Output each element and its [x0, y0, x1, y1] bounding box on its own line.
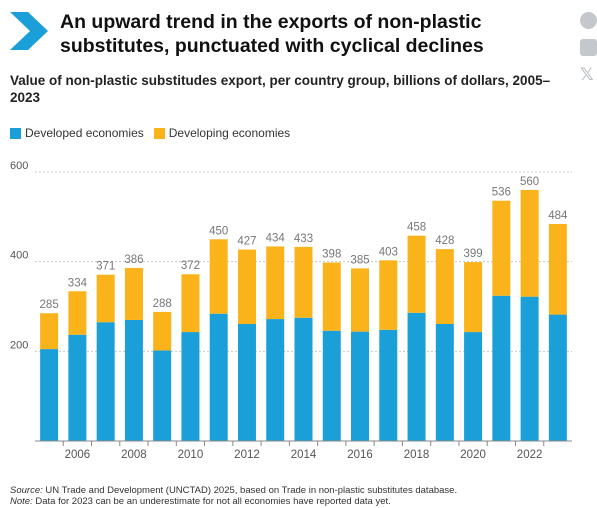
y-tick-label: 400 [10, 250, 28, 262]
bar-developing [237, 249, 256, 324]
bar-developing [548, 224, 567, 315]
bar-developing [40, 313, 59, 350]
bar-developing [209, 239, 228, 314]
bar-developing [351, 268, 370, 332]
bar-developed [548, 314, 567, 441]
bar-developed [492, 295, 511, 441]
x-icon[interactable]: 𝕏 [580, 65, 594, 84]
bar-developed [520, 296, 539, 441]
bar-developing [266, 246, 285, 320]
total-label: 371 [96, 261, 115, 273]
bar-developing [464, 262, 483, 333]
note-line: Note: Data for 2023 can be an underestim… [10, 496, 590, 507]
bar-developed [124, 319, 143, 441]
bar-developed [294, 317, 313, 441]
bar-developing [153, 311, 172, 351]
bar-developed [407, 312, 426, 441]
y-tick-label: 600 [10, 160, 28, 172]
x-tick-label: 2008 [121, 449, 147, 461]
total-label: 458 [407, 222, 426, 234]
bar-developed [435, 323, 454, 441]
source-line: Source: UN Trade and Development (UNCTAD… [10, 485, 590, 496]
share-bar: 𝕏 [580, 12, 597, 93]
bar-developed [181, 332, 200, 441]
bar-developed [40, 349, 59, 441]
x-tick-label: 2018 [404, 449, 430, 461]
x-tick-label: 2020 [460, 449, 486, 461]
bar-developed [96, 322, 115, 441]
bar-developing [124, 267, 143, 320]
bar-developed [379, 329, 398, 441]
bar-developing [407, 235, 426, 313]
total-label: 372 [181, 260, 200, 272]
chart-footer: Source: UN Trade and Development (UNCTAD… [10, 485, 590, 507]
bar-developing [435, 249, 454, 324]
legend-label-developed: Developed economies [25, 126, 144, 140]
note-label: Note: [10, 496, 33, 507]
y-tick-label: 200 [10, 339, 28, 351]
facebook-icon[interactable] [580, 12, 597, 29]
legend-swatch-developed [10, 127, 21, 139]
total-label: 334 [68, 277, 88, 289]
total-label: 536 [492, 187, 511, 199]
bar-developed [237, 323, 256, 441]
total-label: 288 [153, 298, 172, 310]
bar-developed [153, 350, 172, 441]
stacked-bar-chart: 200 400 600 285 334 371 386 288 372 450 427 434 433 3… [10, 160, 572, 461]
total-label: 399 [463, 248, 482, 260]
x-tick-label: 2012 [234, 449, 260, 461]
total-label: 398 [322, 249, 341, 261]
x-tick-label: 2006 [65, 449, 91, 461]
bar-developing [520, 189, 539, 297]
total-label: 434 [266, 232, 286, 244]
bar-developing [379, 260, 398, 330]
total-label: 427 [237, 236, 256, 248]
note-text: Data for 2023 can be an underestimate fo… [32, 496, 391, 507]
source-text: UN Trade and Development (UNCTAD) 2025, … [42, 485, 458, 496]
x-tick-label: 2022 [517, 449, 543, 461]
total-label: 385 [350, 254, 369, 266]
x-tick-label: 2014 [291, 449, 317, 461]
bar-developed [322, 330, 341, 441]
chart-subtitle: Value of non-plastic substitudes export,… [10, 73, 551, 105]
x-tick-label: 2010 [178, 449, 204, 461]
linkedin-icon[interactable] [580, 39, 597, 56]
legend-swatch-developing [153, 127, 165, 139]
bar-developing [96, 274, 115, 323]
bar-developed [464, 332, 483, 441]
bar-developing [492, 200, 511, 296]
bar-developing [181, 274, 200, 333]
total-label: 386 [124, 254, 143, 266]
total-label: 428 [435, 235, 454, 247]
bar-developing [294, 246, 313, 318]
total-label: 403 [379, 246, 398, 258]
bar-developing [68, 291, 87, 335]
bar-developed [351, 331, 370, 441]
chart-headline: An upward trend in the exports of non-pl… [60, 11, 484, 57]
bar-developed [266, 319, 285, 441]
legend-label-developing: Developing economies [168, 126, 291, 140]
bar-developing [322, 262, 341, 331]
legend-item-developed: Developed economies [10, 126, 144, 140]
bar-developed [209, 313, 228, 441]
x-tick-label: 2016 [347, 449, 373, 461]
total-label: 450 [209, 225, 228, 237]
chart-legend: Developed economies Developing economies [10, 126, 290, 140]
bar-developed [68, 334, 87, 441]
source-label: Source: [10, 485, 43, 496]
total-label: 560 [520, 176, 539, 188]
legend-item-developing: Developing economies [153, 126, 291, 140]
total-label: 285 [40, 299, 59, 311]
brand-chevron-icon [10, 12, 48, 50]
total-label: 433 [294, 233, 313, 245]
total-label: 484 [548, 210, 568, 222]
